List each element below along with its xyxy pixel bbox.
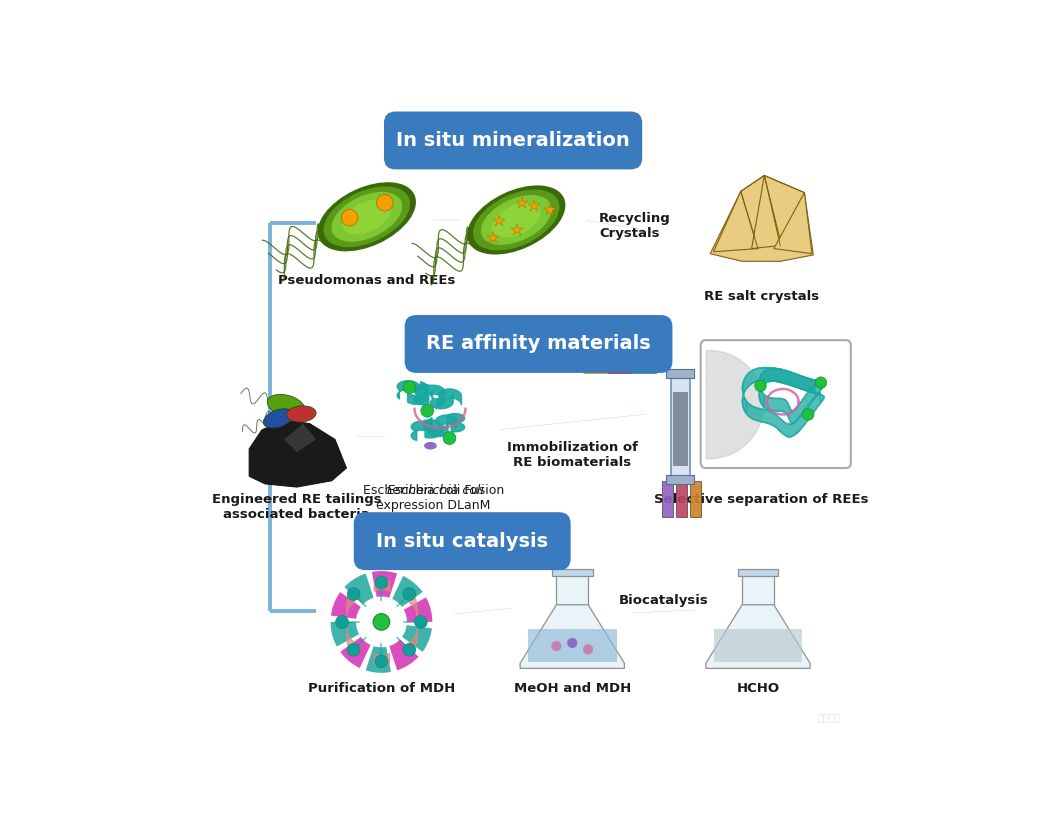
FancyBboxPatch shape (631, 347, 659, 374)
Text: Immobilization of
RE biomaterials: Immobilization of RE biomaterials (506, 440, 637, 468)
Ellipse shape (332, 192, 402, 242)
Polygon shape (713, 192, 758, 252)
Polygon shape (706, 605, 810, 668)
Bar (556, 572, 588, 605)
Polygon shape (331, 622, 359, 647)
FancyBboxPatch shape (354, 512, 571, 570)
Circle shape (347, 643, 360, 656)
Text: Recycling
Crystals: Recycling Crystals (599, 212, 671, 240)
Text: Selective separation of REEs: Selective separation of REEs (654, 493, 869, 506)
Bar (552, 568, 593, 577)
FancyBboxPatch shape (701, 340, 851, 468)
Ellipse shape (492, 202, 541, 237)
Polygon shape (774, 192, 804, 249)
Circle shape (375, 577, 388, 589)
Text: Escherichia coli Fusion
expression DLanM: Escherichia coli Fusion expression DLanM (363, 484, 504, 512)
Text: Ca: Ca (636, 354, 653, 367)
Polygon shape (713, 629, 802, 662)
Bar (666, 475, 694, 484)
Circle shape (376, 194, 393, 211)
Circle shape (347, 587, 360, 601)
Bar (675, 481, 687, 517)
Text: Pseudomonas and REEs: Pseudomonas and REEs (278, 274, 456, 287)
Circle shape (568, 638, 577, 648)
Text: Purification of MDH: Purification of MDH (308, 682, 456, 695)
Bar (662, 481, 673, 517)
Text: In situ catalysis: In situ catalysis (376, 532, 549, 551)
Text: MeOH and MDH: MeOH and MDH (514, 682, 631, 695)
Ellipse shape (342, 200, 391, 234)
Polygon shape (284, 424, 316, 452)
Polygon shape (527, 629, 616, 662)
Bar (671, 377, 690, 476)
Text: In situ mineralization: In situ mineralization (396, 131, 630, 150)
Ellipse shape (424, 442, 437, 449)
Circle shape (403, 381, 415, 394)
Circle shape (443, 432, 456, 444)
Text: Biocatalysis: Biocatalysis (619, 594, 708, 607)
Polygon shape (752, 175, 781, 249)
Polygon shape (402, 625, 432, 652)
Circle shape (375, 655, 388, 667)
Text: Escherichia coli: Escherichia coli (387, 484, 484, 497)
Text: Engineered RE tailings
associated bacteria: Engineered RE tailings associated bacter… (212, 493, 382, 521)
Text: RE salt crystals: RE salt crystals (704, 290, 819, 303)
Ellipse shape (318, 183, 416, 251)
Circle shape (341, 210, 358, 226)
Text: Dy: Dy (612, 354, 629, 367)
Ellipse shape (467, 185, 565, 254)
Circle shape (421, 405, 433, 417)
Polygon shape (340, 637, 371, 668)
Circle shape (414, 615, 427, 629)
Polygon shape (710, 175, 813, 261)
Circle shape (336, 615, 349, 629)
Polygon shape (752, 175, 764, 249)
Polygon shape (372, 571, 397, 598)
Polygon shape (389, 639, 419, 671)
Polygon shape (249, 420, 347, 487)
Bar (742, 572, 774, 605)
Polygon shape (345, 573, 373, 605)
Text: HCHO: HCHO (737, 682, 779, 695)
Polygon shape (331, 592, 360, 619)
Circle shape (403, 643, 415, 656)
Ellipse shape (481, 195, 552, 244)
Ellipse shape (474, 189, 559, 250)
Ellipse shape (263, 409, 294, 428)
Text: RE affinity materials: RE affinity materials (426, 335, 651, 354)
FancyBboxPatch shape (582, 347, 610, 374)
Circle shape (802, 409, 814, 420)
Bar (738, 568, 778, 577)
FancyBboxPatch shape (405, 315, 672, 373)
Polygon shape (713, 192, 741, 252)
Bar (666, 368, 694, 377)
Circle shape (373, 614, 390, 630)
Bar (672, 392, 688, 466)
Text: 教育星网: 教育星网 (817, 712, 840, 723)
Circle shape (755, 380, 766, 392)
Circle shape (815, 377, 827, 388)
Circle shape (403, 587, 415, 601)
Ellipse shape (267, 394, 304, 417)
Circle shape (552, 641, 561, 651)
Ellipse shape (323, 187, 410, 247)
Text: La: La (589, 354, 604, 367)
Polygon shape (520, 605, 625, 668)
Bar (690, 481, 702, 517)
FancyBboxPatch shape (384, 112, 643, 169)
Ellipse shape (286, 406, 316, 422)
Polygon shape (774, 192, 812, 254)
FancyBboxPatch shape (607, 347, 634, 374)
Polygon shape (392, 576, 423, 607)
Polygon shape (366, 646, 391, 673)
Circle shape (583, 644, 593, 654)
Ellipse shape (253, 462, 341, 481)
Polygon shape (404, 597, 432, 622)
